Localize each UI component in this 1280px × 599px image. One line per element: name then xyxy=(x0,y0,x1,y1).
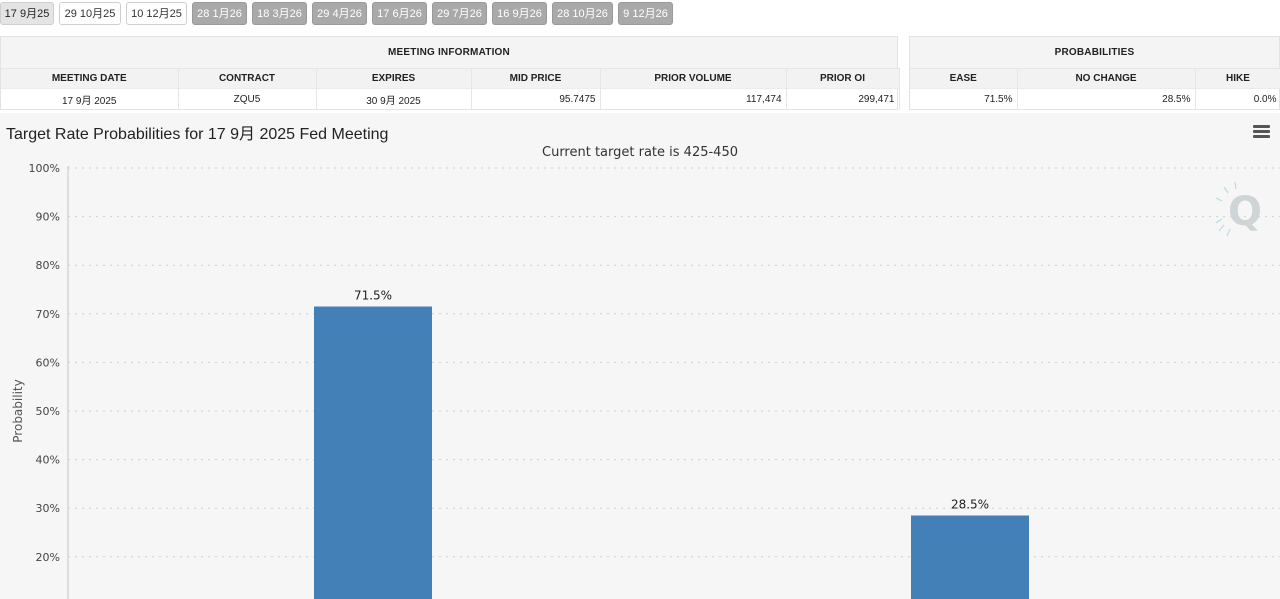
header-contract: CONTRACT xyxy=(178,68,317,89)
svg-text:Q: Q xyxy=(1228,189,1262,235)
header-meeting-date: MEETING DATE xyxy=(1,68,179,89)
ease-value: 71.5% xyxy=(910,88,1018,110)
probabilities-panel: PROBABILITIES EASE NO CHANGE HIKE 71.5% … xyxy=(909,36,1280,110)
y-tick-label: 40% xyxy=(36,454,60,467)
tab-meeting-date[interactable]: 17 6月26 xyxy=(372,2,427,25)
meeting-information-table: MEETING DATE CONTRACT EXPIRES MID PRICE … xyxy=(1,68,900,110)
header-no-change: NO CHANGE xyxy=(1017,68,1196,89)
header-mid-price: MID PRICE xyxy=(471,68,601,89)
chart-plot: 20% 30% 40% 50% 60% 70% 80% 90% 100% Probability 7… xyxy=(11,162,1280,599)
bar-data-label: 28.5% xyxy=(951,497,989,511)
no-change-value: 28.5% xyxy=(1017,88,1196,110)
y-tick-label: 70% xyxy=(36,308,60,321)
y-tick-label: 50% xyxy=(36,405,60,418)
y-tick-label: 30% xyxy=(36,502,60,515)
hike-value: 0.0% xyxy=(1195,88,1280,110)
probability-chart: 20% 30% 40% 50% 60% 70% 80% 90% 100% Probability 7… xyxy=(0,113,1280,599)
bar xyxy=(911,515,1029,599)
q-logo-icon: Q xyxy=(1215,181,1262,237)
hamburger-menu-icon[interactable] xyxy=(1253,125,1270,139)
bar-data-label: 71.5% xyxy=(354,289,392,303)
tab-meeting-date[interactable]: 29 4月26 xyxy=(312,2,367,25)
tab-meeting-date[interactable]: 17 9月25 xyxy=(0,2,54,25)
header-expires: EXPIRES xyxy=(316,68,472,89)
meeting-information-title: MEETING INFORMATION xyxy=(1,37,897,68)
prior-oi-value: 299,471 xyxy=(786,88,900,110)
table-row: 17 9月 2025 ZQU5 30 9月 2025 95.7475 117,4… xyxy=(1,88,900,110)
meeting-date-tabs: 17 9月25 29 10月25 10 12月25 28 1月26 18 3月26 29 … xyxy=(0,2,1280,26)
y-tick-label: 20% xyxy=(36,551,60,564)
tab-meeting-date[interactable]: 28 1月26 xyxy=(192,2,247,25)
chart-subtitle: Current target rate is 425-450 xyxy=(542,145,738,160)
mid-price-value: 95.7475 xyxy=(471,88,601,110)
table-row: 71.5% 28.5% 0.0% xyxy=(910,88,1280,110)
probabilities-title: PROBABILITIES xyxy=(910,37,1279,68)
bar xyxy=(314,306,432,599)
y-tick-label: 80% xyxy=(36,259,60,272)
tab-meeting-date[interactable]: 10 12月25 xyxy=(126,2,187,25)
meeting-information-panel: MEETING INFORMATION MEETING DATE CONTRAC… xyxy=(0,36,900,110)
chart-title: Target Rate Probabilities for 17 9月 2025… xyxy=(6,126,389,143)
tab-meeting-date[interactable]: 18 3月26 xyxy=(252,2,307,25)
y-axis-label: Probability xyxy=(11,379,25,442)
tab-meeting-date[interactable]: 9 12月26 xyxy=(618,2,673,25)
meeting-date-value: 17 9月 2025 xyxy=(1,88,179,110)
prior-volume-value: 117,474 xyxy=(600,88,787,110)
header-prior-volume: PRIOR VOLUME xyxy=(600,68,787,89)
y-tick-label: 90% xyxy=(36,211,60,224)
tab-meeting-date[interactable]: 29 7月26 xyxy=(432,2,487,25)
tab-meeting-date[interactable]: 28 10月26 xyxy=(552,2,613,25)
header-ease: EASE xyxy=(910,68,1018,89)
y-tick-label: 60% xyxy=(36,356,60,369)
contract-value: ZQU5 xyxy=(178,88,317,110)
tab-meeting-date[interactable]: 29 10月25 xyxy=(59,2,121,25)
header-hike: HIKE xyxy=(1195,68,1280,89)
y-tick-label: 100% xyxy=(29,162,60,175)
tab-meeting-date[interactable]: 16 9月26 xyxy=(492,2,547,25)
header-prior-oi: PRIOR OI xyxy=(786,68,900,89)
probabilities-table: EASE NO CHANGE HIKE 71.5% 28.5% 0.0% xyxy=(910,68,1280,110)
expires-value: 30 9月 2025 xyxy=(316,88,472,110)
